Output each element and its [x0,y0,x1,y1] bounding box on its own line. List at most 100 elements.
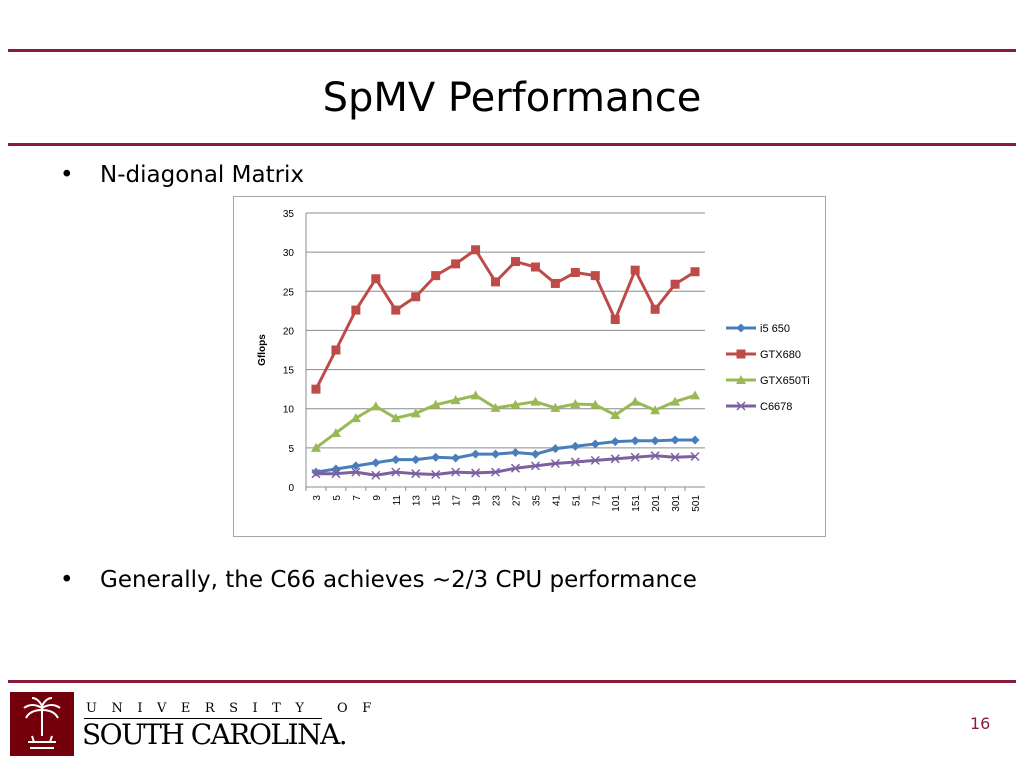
data-point [410,408,421,418]
data-point [471,245,481,255]
data-point [391,455,401,465]
data-point [650,436,660,446]
legend-item: GTX650Ti [726,375,810,387]
data-point [390,413,401,423]
series-i5-650 [311,435,700,477]
data-point [736,323,746,333]
data-point [330,427,341,437]
data-point [510,399,521,409]
data-point [530,461,540,471]
y-tick-label: 20 [283,326,295,337]
data-point [550,278,560,288]
y-tick-label: 25 [283,287,295,298]
data-point [530,396,541,406]
data-point [610,314,620,324]
data-point [411,469,421,479]
data-point [311,469,321,479]
data-point [650,304,660,314]
x-tick-label: 35 [531,495,542,507]
y-tick-label: 5 [288,444,294,455]
x-tick-label: 15 [432,495,443,507]
x-tick-label: 3 [312,495,323,501]
data-point [670,279,680,289]
data-point [311,384,321,394]
data-point [630,452,640,462]
data-point [736,349,746,359]
series-line [315,454,696,477]
data-point [690,267,700,277]
data-point [471,468,481,478]
slide-title: SpMV Performance [322,75,702,121]
data-point [351,461,361,471]
data-point [736,375,746,384]
data-point [690,390,701,400]
data-point [451,467,461,477]
data-point [590,271,600,281]
y-tick-label: 35 [283,209,295,220]
data-point [371,458,381,468]
series-line [314,248,696,390]
y-tick-label: 0 [288,483,294,494]
data-point [311,467,321,477]
data-point [491,277,501,287]
data-point [351,305,361,315]
data-point [351,467,361,477]
data-point [431,271,441,281]
data-point [490,467,501,477]
data-point [610,454,620,464]
legend-label: GTX680 [760,349,801,361]
data-point [331,345,341,355]
data-point [650,405,661,415]
logo-divider [84,718,322,719]
x-tick-label: 71 [591,495,602,507]
data-point [630,396,641,406]
data-point [670,452,680,462]
legend-item: i5 650 [726,323,790,335]
x-tick-label: 11 [392,495,403,506]
x-tick-label: 9 [372,495,383,501]
page-number: 16 [970,714,991,733]
data-point [570,457,580,467]
data-point [391,305,401,315]
data-point [391,467,401,477]
y-axis-title: Gflops [257,334,268,366]
bullet-1-text: N-diagonal Matrix [100,162,305,188]
series-gtx680 [311,245,700,394]
x-tick-label: 17 [452,495,463,507]
data-point [690,451,700,461]
data-point [331,469,341,479]
data-point [650,451,660,461]
data-point [471,449,481,459]
palmetto-logo [10,692,74,756]
data-point [630,265,640,275]
data-point [630,436,640,446]
data-point [550,402,561,412]
x-tick-label: 101 [611,495,622,512]
data-point [310,442,321,452]
series-c6678 [311,451,700,480]
x-tick-label: 201 [651,495,662,512]
x-tick-label: 151 [631,495,642,512]
data-point [590,399,601,409]
data-point [550,444,560,454]
y-tick-label: 30 [283,248,295,259]
data-point [736,401,746,411]
data-point [570,441,580,451]
data-point [530,262,540,272]
x-tick-label: 13 [412,495,423,507]
legend-label: C6678 [760,401,792,413]
x-tick-label: 23 [492,495,503,507]
data-point [370,401,381,411]
data-point [350,413,361,423]
data-point [371,274,381,284]
data-point [430,399,441,409]
data-point [530,449,540,459]
x-tick-label: 5 [332,495,343,501]
x-tick-label: 501 [691,495,702,512]
data-point [670,396,681,406]
data-point [670,435,680,445]
bullet-dot: • [60,567,74,593]
x-tick-label: 19 [472,495,483,507]
series-gtx650ti [310,390,701,452]
